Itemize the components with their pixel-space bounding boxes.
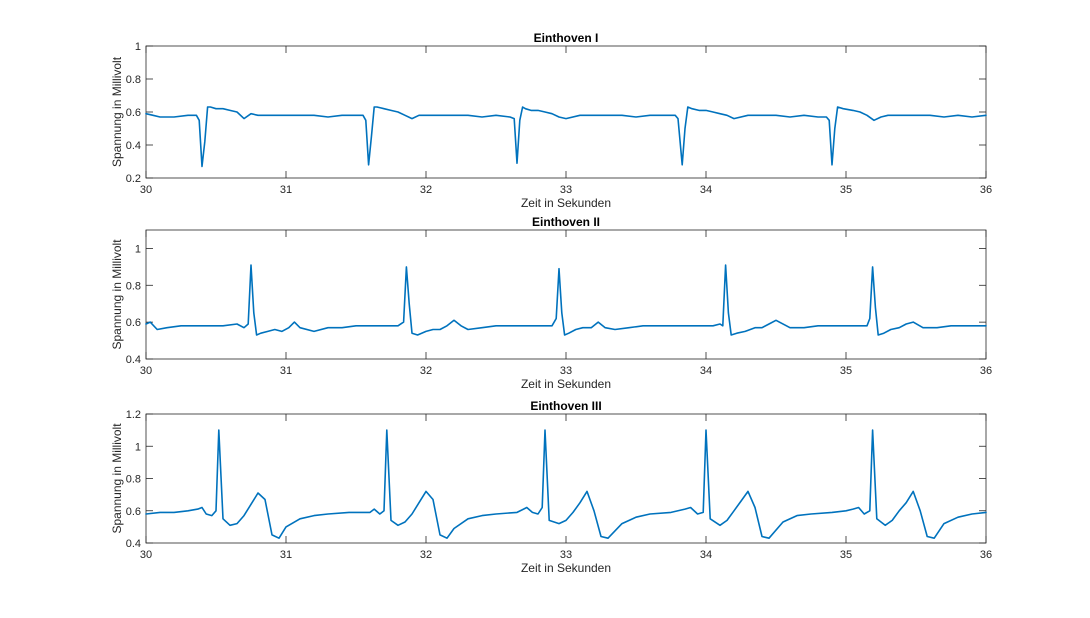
x-tick-label: 35 <box>840 184 852 196</box>
x-axis-label: Zeit in Sekunden <box>521 377 611 391</box>
x-tick-label: 31 <box>280 184 292 196</box>
x-tick-label: 35 <box>840 549 852 561</box>
x-tick-label: 36 <box>980 184 992 196</box>
chart-panel-2: 30 31 32 33 34 35 36 0.4 0.6 0.8 1 Einthoven II Zeit… <box>110 215 992 391</box>
y-tick-label: 1 <box>135 41 141 53</box>
axes-box <box>145 229 987 360</box>
x-tick-label: 30 <box>140 549 152 561</box>
y-tick-label: 1.2 <box>126 409 141 421</box>
chart-title: Einthoven II <box>532 215 600 229</box>
x-tick-label: 31 <box>280 549 292 561</box>
x-tick-label: 31 <box>280 365 292 377</box>
y-tick-label: 0.6 <box>126 506 141 518</box>
x-tick-label: 35 <box>840 365 852 377</box>
chart-panel-3: 30 31 32 33 34 35 36 0.4 0.6 0.8 1 1.2 Einthoven III… <box>110 399 992 575</box>
y-axis-label: Spannung in Millivolt <box>110 423 124 534</box>
y-tick-label: 0.4 <box>126 354 141 366</box>
x-axis-label: Zeit in Sekunden <box>521 196 611 210</box>
x-tick-label: 30 <box>140 365 152 377</box>
ecg-signal-line <box>145 429 987 540</box>
axes-box <box>145 413 987 544</box>
y-tick-label: 1 <box>135 243 141 255</box>
x-axis-label: Zeit in Sekunden <box>521 561 611 575</box>
y-axis-label: Spannung in Millivolt <box>110 56 124 167</box>
x-tick-label: 32 <box>420 365 432 377</box>
x-tick-label: 32 <box>420 549 432 561</box>
chart-title: Einthoven III <box>530 399 601 413</box>
y-tick-label: 0.6 <box>126 317 141 329</box>
x-tick-label: 33 <box>560 184 572 196</box>
x-tick-label: 30 <box>140 184 152 196</box>
y-tick-label: 0.8 <box>126 74 141 86</box>
chart-panel-1: 30 31 32 33 34 35 36 0.2 0.4 0.6 0.8 1 Einthoven I Ze… <box>110 31 992 210</box>
ecg-signal-line <box>145 264 987 336</box>
y-tick-label: 0.4 <box>126 140 141 152</box>
y-tick-label: 0.6 <box>126 107 141 119</box>
x-tick-label: 34 <box>700 549 712 561</box>
y-tick-label: 0.8 <box>126 474 141 486</box>
axes-box <box>145 45 987 179</box>
x-tick-label: 32 <box>420 184 432 196</box>
ecg-signal-line <box>145 106 987 168</box>
chart-title: Einthoven I <box>534 31 599 45</box>
y-tick-label: 0.8 <box>126 280 141 292</box>
x-tick-label: 33 <box>560 549 572 561</box>
x-tick-label: 36 <box>980 549 992 561</box>
y-tick-label: 1 <box>135 441 141 453</box>
x-tick-label: 36 <box>980 365 992 377</box>
y-tick-label: 0.4 <box>126 538 141 550</box>
x-tick-label: 34 <box>700 365 712 377</box>
x-tick-label: 34 <box>700 184 712 196</box>
y-tick-label: 0.2 <box>126 173 141 185</box>
y-axis-label: Spannung in Millivolt <box>110 239 124 350</box>
x-tick-label: 33 <box>560 365 572 377</box>
